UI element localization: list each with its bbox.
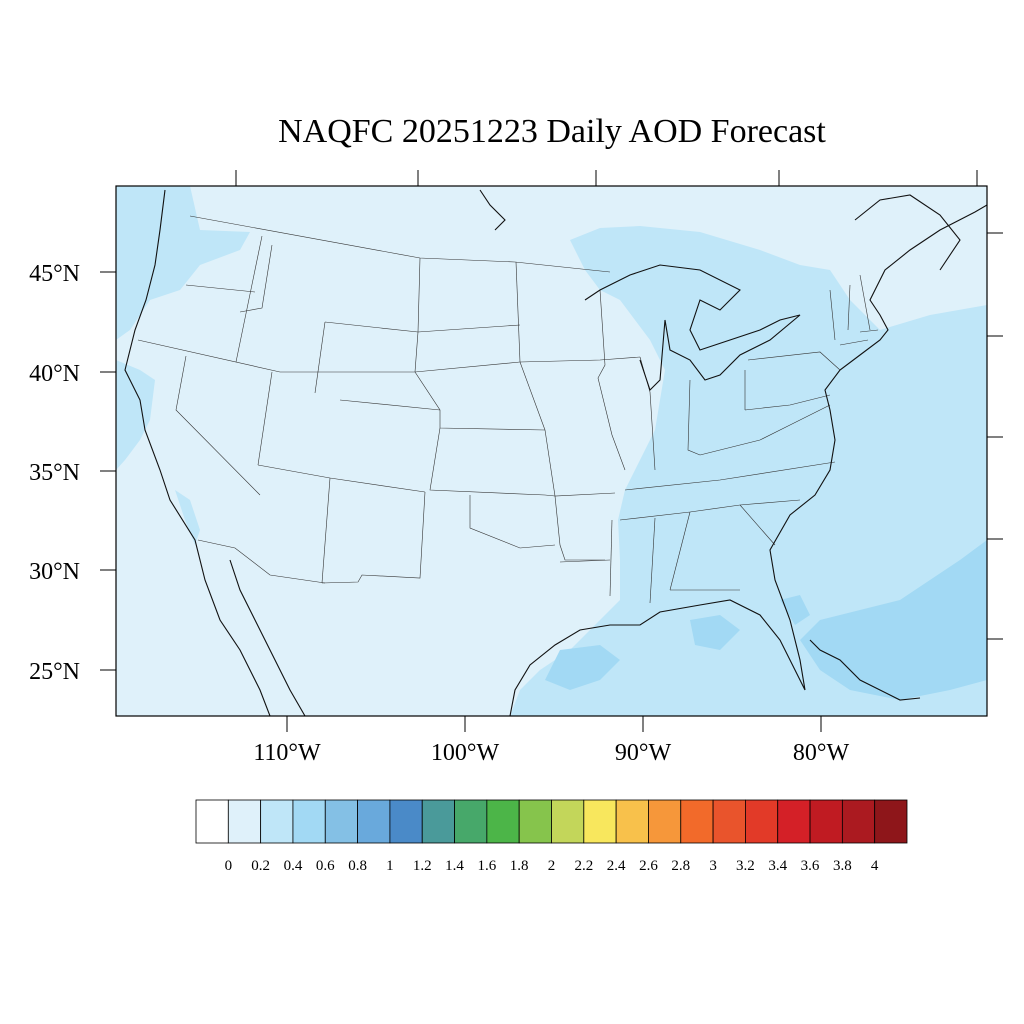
colorbar-box xyxy=(389,799,423,844)
lat-label-30n: 30°N xyxy=(29,559,80,585)
colorbar-box xyxy=(615,799,649,844)
colorbar-box xyxy=(518,799,552,844)
colorbar-tick-label: 1.6 xyxy=(477,858,496,874)
colorbar-box xyxy=(486,799,520,844)
colorbar-box xyxy=(745,799,779,844)
colorbar-box xyxy=(680,799,714,844)
longitude-labels: 110°W 100°W 90°W 80°W xyxy=(253,740,849,766)
state-boundaries xyxy=(137,215,879,604)
aod-region-gulf-patch xyxy=(545,645,620,690)
colorbar-tick-label: 0.4 xyxy=(284,858,303,874)
colorbar-box xyxy=(841,799,876,844)
colorbar-tick-label: 4 xyxy=(871,858,879,874)
colorbar-box xyxy=(292,799,326,844)
colorbar-tick-label: 1 xyxy=(386,858,394,874)
colorbar-box xyxy=(777,799,811,844)
axis-ticks xyxy=(100,170,1003,732)
lon-label-100w: 100°W xyxy=(431,740,500,766)
colorbar-tick-label: 2.2 xyxy=(574,858,593,874)
colorbar-tick-label: 0.8 xyxy=(348,858,367,874)
colorbar-box xyxy=(227,799,262,844)
colorbar-tick-label: 3.4 xyxy=(768,858,787,874)
colorbar-tick-label: 0.6 xyxy=(316,858,335,874)
colorbar-tick-label: 3 xyxy=(709,858,717,874)
colorbar-tick-label: 2 xyxy=(548,858,556,874)
colorbar-box xyxy=(260,799,294,844)
lat-label-45n: 45°N xyxy=(29,261,80,287)
latitude-labels: 45°N 40°N 35°N 30°N 25°N xyxy=(29,261,80,685)
colorbar-box xyxy=(421,799,455,844)
aod-region-baja-coast xyxy=(175,490,200,545)
colorbar-tick-label: 3.8 xyxy=(833,858,852,874)
aod-region-california-coast xyxy=(116,360,155,470)
colorbar-tick-label: 0.2 xyxy=(251,858,270,874)
colorbar-tick-label: 1.2 xyxy=(413,858,432,874)
colorbar-box xyxy=(648,799,682,844)
colorbar xyxy=(195,799,908,844)
lon-label-110w: 110°W xyxy=(253,740,321,766)
aod-region-gulf-west xyxy=(690,615,740,650)
colorbar-tick-label: 2.6 xyxy=(639,858,658,874)
colorbar-box xyxy=(874,799,908,844)
coastlines xyxy=(124,189,987,716)
colorbar-labels: 0 0.2 0.4 0.6 0.8 1 1.2 1.4 1.6 1.8 2 2.2 2.4 2.6 2.8 3… xyxy=(225,858,879,874)
colorbar-tick-label: 3.6 xyxy=(801,858,820,874)
colorbar-tick-label: 1.4 xyxy=(445,858,464,874)
colorbar-box xyxy=(712,799,746,844)
lat-label-25n: 25°N xyxy=(29,659,80,685)
aod-region-pacific-northwest xyxy=(116,186,250,340)
colorbar-box xyxy=(809,799,843,844)
colorbar-box xyxy=(357,799,391,844)
colorbar-tick-label: 2.4 xyxy=(607,858,626,874)
colorbar-tick-label: 2.8 xyxy=(671,858,690,874)
lat-label-35n: 35°N xyxy=(29,460,80,486)
map-frame xyxy=(115,185,988,717)
colorbar-box xyxy=(195,799,229,844)
colorbar-box xyxy=(551,799,585,844)
colorbar-box xyxy=(454,799,488,844)
aod-region-atlantic-high xyxy=(800,540,987,700)
colorbar-tick-label: 3.2 xyxy=(736,858,755,874)
map-title: NAQFC 20251223 Daily AOD Forecast xyxy=(278,113,826,150)
lon-label-90w: 90°W xyxy=(615,740,672,766)
colorbar-box xyxy=(583,799,617,844)
lon-label-80w: 80°W xyxy=(793,740,850,766)
aod-field xyxy=(116,186,987,716)
colorbar-tick-label: 0 xyxy=(225,858,233,874)
colorbar-tick-label: 1.8 xyxy=(510,858,529,874)
lat-label-40n: 40°N xyxy=(29,361,80,387)
colorbar-box xyxy=(324,799,358,844)
aod-region-florida-strait xyxy=(780,595,810,625)
